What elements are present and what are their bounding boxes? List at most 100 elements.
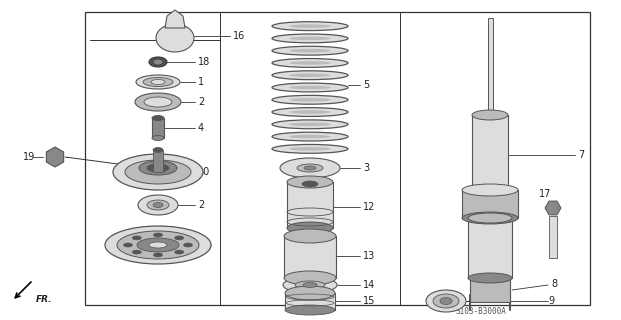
Ellipse shape (175, 236, 184, 240)
Ellipse shape (272, 108, 348, 116)
Ellipse shape (132, 250, 142, 254)
Bar (472, 115, 508, 190)
Ellipse shape (149, 242, 167, 248)
Text: 10: 10 (198, 167, 211, 177)
Ellipse shape (272, 22, 348, 30)
Ellipse shape (175, 250, 184, 254)
Ellipse shape (289, 135, 331, 138)
Ellipse shape (472, 110, 508, 120)
Text: 11: 11 (198, 240, 211, 250)
Ellipse shape (472, 185, 508, 195)
Ellipse shape (272, 71, 348, 80)
Ellipse shape (143, 77, 173, 86)
Ellipse shape (272, 83, 348, 92)
Ellipse shape (272, 120, 348, 129)
Ellipse shape (272, 46, 348, 55)
Ellipse shape (153, 253, 163, 257)
Bar (468, 218, 512, 278)
Ellipse shape (125, 160, 191, 184)
Bar (284, 236, 336, 278)
Polygon shape (165, 10, 185, 28)
Ellipse shape (297, 164, 323, 172)
Ellipse shape (289, 86, 331, 89)
Ellipse shape (272, 144, 348, 153)
Ellipse shape (139, 161, 177, 175)
Text: 18: 18 (198, 57, 211, 67)
Text: 3: 3 (363, 163, 369, 173)
Ellipse shape (152, 135, 164, 140)
Bar (488, 18, 493, 115)
Ellipse shape (136, 75, 180, 89)
Text: FR.: FR. (36, 294, 53, 303)
Text: 14: 14 (363, 280, 375, 290)
Ellipse shape (137, 238, 179, 252)
Ellipse shape (152, 116, 164, 121)
Ellipse shape (287, 222, 333, 234)
Ellipse shape (151, 79, 165, 84)
Ellipse shape (289, 74, 331, 77)
Ellipse shape (284, 229, 336, 243)
Text: 8: 8 (551, 279, 557, 289)
Ellipse shape (283, 277, 337, 293)
Ellipse shape (156, 24, 194, 52)
Ellipse shape (183, 243, 193, 247)
Ellipse shape (147, 164, 169, 172)
Bar (287, 182, 333, 228)
Ellipse shape (280, 158, 340, 178)
Ellipse shape (132, 236, 142, 240)
Ellipse shape (440, 298, 452, 305)
Bar (549, 216, 557, 258)
Ellipse shape (433, 294, 459, 308)
Ellipse shape (462, 184, 518, 196)
Ellipse shape (295, 281, 325, 289)
Bar (153, 150, 163, 172)
Ellipse shape (144, 97, 172, 107)
Text: 2: 2 (198, 200, 204, 210)
Ellipse shape (138, 195, 178, 215)
Ellipse shape (272, 132, 348, 141)
Bar (152, 118, 164, 138)
Text: 7: 7 (578, 150, 584, 160)
Ellipse shape (426, 290, 466, 312)
Text: S103-B3000A: S103-B3000A (455, 308, 506, 316)
Ellipse shape (289, 110, 331, 114)
Bar (85, 12, 590, 305)
Ellipse shape (135, 93, 181, 111)
Text: 2: 2 (198, 97, 204, 107)
Ellipse shape (124, 243, 132, 247)
Ellipse shape (153, 148, 163, 153)
Ellipse shape (153, 203, 163, 207)
Ellipse shape (272, 34, 348, 43)
Text: 9: 9 (548, 296, 554, 306)
Ellipse shape (287, 176, 333, 188)
Text: 4: 4 (198, 123, 204, 133)
Ellipse shape (289, 98, 331, 101)
Ellipse shape (303, 283, 317, 287)
Ellipse shape (285, 305, 335, 315)
Text: 17: 17 (539, 189, 551, 199)
Ellipse shape (153, 233, 163, 237)
Ellipse shape (289, 147, 331, 151)
Ellipse shape (153, 59, 163, 65)
Ellipse shape (289, 49, 331, 52)
Text: 16: 16 (233, 31, 245, 41)
Bar (285, 293, 335, 310)
Ellipse shape (289, 37, 331, 40)
Ellipse shape (302, 181, 318, 187)
Text: 13: 13 (363, 251, 375, 261)
Bar (470, 278, 510, 302)
Ellipse shape (272, 95, 348, 104)
Ellipse shape (289, 123, 331, 126)
Text: 19: 19 (23, 152, 35, 162)
Text: 15: 15 (363, 296, 375, 306)
Ellipse shape (117, 231, 199, 259)
Bar (462, 190, 518, 218)
Ellipse shape (468, 273, 512, 283)
Ellipse shape (289, 24, 331, 28)
Ellipse shape (284, 271, 336, 285)
Text: 12: 12 (363, 202, 375, 212)
Ellipse shape (105, 226, 211, 264)
Ellipse shape (285, 286, 335, 300)
Text: 5: 5 (363, 80, 369, 90)
Ellipse shape (289, 61, 331, 65)
